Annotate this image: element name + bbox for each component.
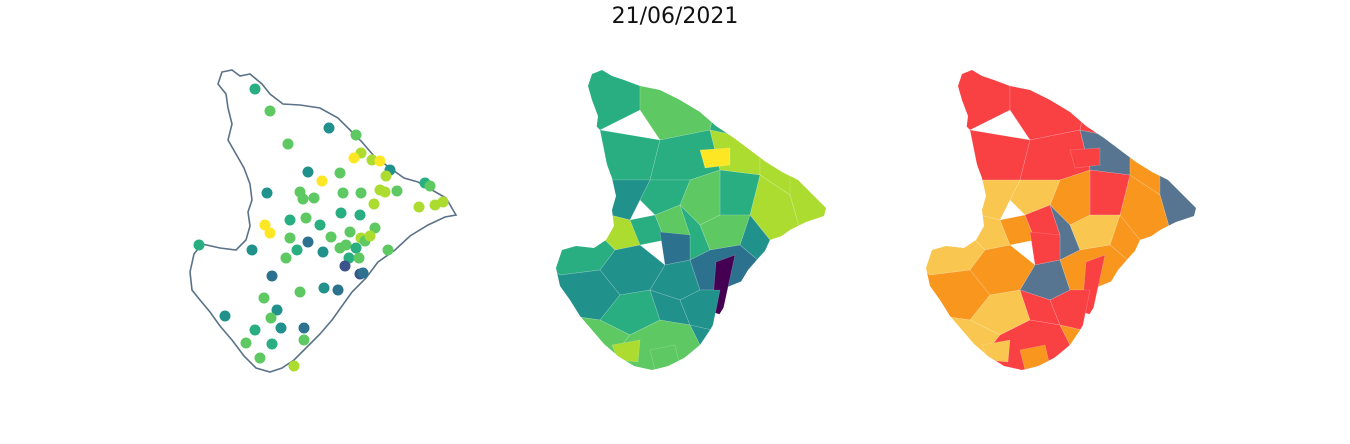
municipality-region <box>699 147 731 169</box>
station-point <box>334 242 346 254</box>
station-point <box>379 186 391 198</box>
station-point <box>364 230 376 242</box>
station-point <box>325 231 337 243</box>
station-point <box>302 166 314 178</box>
station-point <box>193 239 205 251</box>
station-point <box>266 270 278 282</box>
station-point <box>284 214 296 226</box>
station-point <box>374 155 386 167</box>
class-region <box>1069 147 1101 169</box>
station-point <box>291 244 303 256</box>
station-point <box>323 122 335 134</box>
station-point <box>219 310 231 322</box>
station-point <box>357 267 369 279</box>
station-point <box>298 322 310 334</box>
station-point <box>302 236 314 248</box>
station-point <box>366 154 378 166</box>
station-point <box>275 322 287 334</box>
station-point <box>264 227 276 239</box>
station-point <box>297 193 309 205</box>
station-point <box>294 286 306 298</box>
class-region <box>1049 289 1091 331</box>
station-point <box>240 337 252 349</box>
station-point <box>368 198 380 210</box>
station-point <box>318 282 330 294</box>
station-point <box>249 83 261 95</box>
station-point <box>337 187 349 199</box>
station-point <box>332 284 344 296</box>
station-point <box>382 244 394 256</box>
station-point <box>350 129 362 141</box>
class-regions <box>926 70 1196 370</box>
station-point <box>339 260 351 272</box>
station-point <box>350 242 362 254</box>
station-point <box>258 292 270 304</box>
class-region <box>969 129 1031 181</box>
class-region <box>1029 231 1061 266</box>
station-point <box>308 192 320 204</box>
station-point <box>437 196 449 208</box>
station-markers <box>193 83 449 372</box>
station-point <box>348 152 360 164</box>
station-point <box>353 252 365 264</box>
figure-title: 21/06/2021 <box>611 4 739 29</box>
station-point <box>265 312 277 324</box>
class-region <box>949 70 1011 131</box>
station-point <box>355 187 367 199</box>
station-point <box>334 167 346 179</box>
station-point <box>254 352 266 364</box>
station-point <box>284 232 296 244</box>
state-outline <box>189 69 458 373</box>
station-point <box>249 324 261 336</box>
station-point <box>246 244 258 256</box>
station-point <box>282 138 294 150</box>
station-point <box>317 246 329 258</box>
station-point <box>280 252 292 264</box>
station-point <box>314 219 326 231</box>
station-point <box>413 201 425 213</box>
station-point <box>380 170 392 182</box>
class-region <box>1009 70 1091 141</box>
station-point <box>261 187 273 199</box>
station-point <box>259 219 271 231</box>
station-point <box>391 185 403 197</box>
station-point <box>300 212 312 224</box>
station-point <box>288 360 300 372</box>
station-point <box>298 334 310 346</box>
station-point <box>344 226 356 238</box>
station-point <box>266 338 278 350</box>
station-point <box>264 105 276 117</box>
station-point <box>271 304 283 316</box>
station-point <box>424 180 436 192</box>
station-point <box>369 222 381 234</box>
municipality-region <box>679 289 721 331</box>
station-point <box>316 175 328 187</box>
station-point <box>335 207 347 219</box>
station-point <box>354 209 366 221</box>
